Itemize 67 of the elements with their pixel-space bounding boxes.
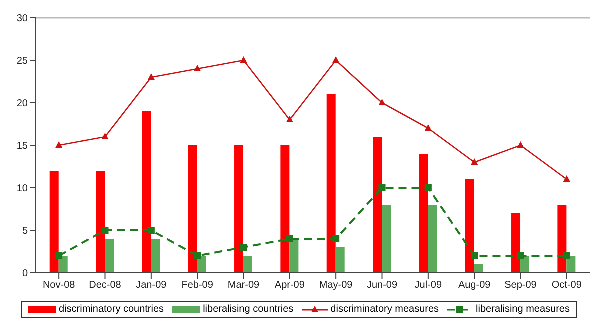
y-tick-label: 20 [16,98,28,110]
point [286,236,294,242]
legend-label: discriminatory measures [330,304,440,315]
point [102,133,109,140]
bar [326,94,336,273]
point [56,142,63,148]
legend-label: discriminatory countries [59,304,164,315]
bar [151,239,160,273]
x-tick-label: Jul-09 [414,280,442,292]
x-tick-label: Sep-09 [504,280,538,292]
point [471,158,478,165]
point [517,142,524,148]
bar [96,171,106,273]
bar [50,171,59,273]
bar [419,154,428,273]
bar [280,146,290,273]
point [563,176,570,182]
bar [373,137,382,273]
point [378,184,386,192]
x-tick-label: May-09 [319,280,354,292]
point [56,252,63,260]
x-tick-label: Apr-09 [274,280,306,292]
point [286,116,294,122]
x-tick-label: Mar-09 [228,280,260,292]
y-tick-label: 5 [22,226,28,238]
point [471,252,478,260]
point [194,252,202,260]
bar [474,264,484,273]
x-tick-label: Oct-09 [552,280,582,292]
point [517,252,524,260]
bar [336,248,345,273]
point [240,244,248,251]
point [378,99,386,106]
point [148,74,155,80]
point [424,124,432,131]
y-tick-label: 0 [22,268,28,280]
bar [188,146,198,273]
y-tick-label: 15 [16,141,28,152]
bar [234,146,244,273]
bar [428,205,438,273]
bar [290,239,299,273]
point [332,236,340,242]
legend-label: liberalising countries [203,304,294,315]
y-tick-label: 25 [16,56,28,68]
legend-label: liberalising measures [476,304,570,315]
x-tick-label: Nov-08 [42,280,76,292]
bar [142,112,152,273]
x-tick-label: Feb-09 [182,280,214,292]
x-tick-label: Jan-09 [136,280,168,292]
x-tick-label: Jun-09 [366,280,398,292]
point [148,227,155,234]
x-tick-label: Aug-09 [458,280,492,292]
y-tick-label: 30 [16,14,28,25]
point [240,56,248,63]
bar [465,180,474,273]
point [194,65,202,72]
bar [558,205,567,273]
point [563,252,570,260]
bar [512,214,521,273]
point [102,227,109,234]
bar [382,205,392,273]
x-tick-label: Dec-08 [89,280,122,292]
bar [105,239,114,273]
y-tick-label: 10 [16,184,28,195]
bar [244,256,253,273]
point [424,184,432,192]
point [332,56,340,63]
